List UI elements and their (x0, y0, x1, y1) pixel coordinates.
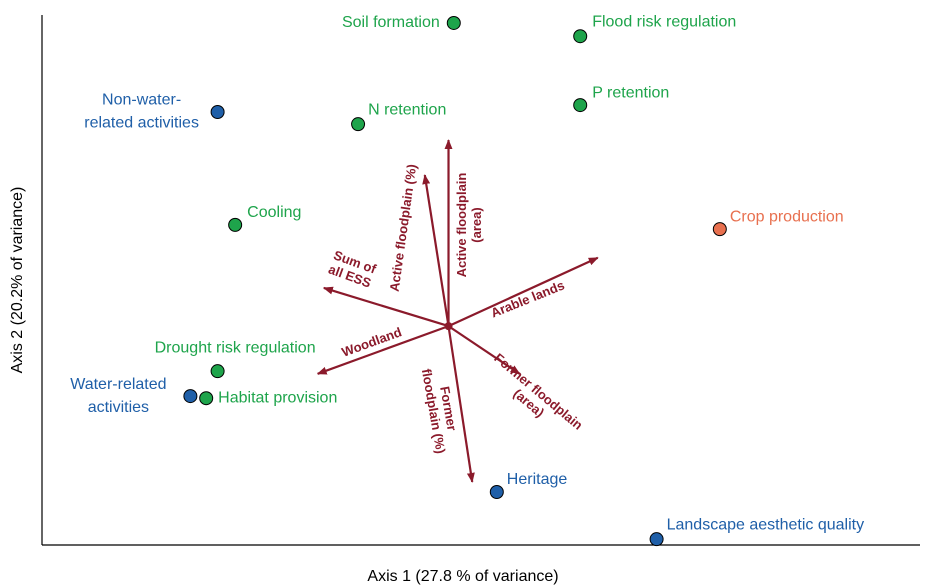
vector (447, 325, 475, 483)
vector-origin (444, 322, 453, 331)
point-label: Landscape aesthetic quality (667, 516, 864, 533)
point-label: Crop production (730, 208, 844, 225)
point (573, 29, 588, 44)
point (228, 217, 243, 232)
vector-label: Former floodplain (491, 350, 585, 433)
vector (448, 256, 599, 328)
point (351, 117, 366, 132)
point-label: P retention (592, 84, 669, 101)
vector (316, 325, 449, 375)
point-label: N retention (368, 101, 446, 118)
y-axis-title: Axis 2 (20.2% of variance) (9, 187, 26, 374)
point-label: Flood risk regulation (592, 13, 736, 30)
point (183, 389, 198, 404)
point (210, 364, 225, 379)
vector (422, 174, 450, 327)
vector (447, 325, 521, 375)
point-label: Habitat provision (218, 389, 337, 406)
vector-label: (area) (469, 207, 484, 242)
point (712, 222, 727, 237)
point-label: Non-water- (102, 92, 181, 109)
vector-label: Active floodplain (454, 173, 469, 278)
point-label: Cooling (247, 204, 301, 221)
vector-label: Arable lands (489, 277, 567, 320)
point (210, 104, 225, 119)
point-label: Drought risk regulation (155, 339, 316, 356)
point-label: related activities (84, 115, 199, 132)
point-label: Soil formation (342, 14, 440, 31)
point (199, 391, 214, 406)
x-axis-title: Axis 1 (27.8 % of variance) (367, 568, 558, 585)
point (446, 15, 461, 30)
point-label: activities (88, 399, 149, 416)
vector (322, 286, 449, 328)
point (573, 98, 588, 113)
point-label: Water-related (70, 376, 166, 393)
point-label: Heritage (507, 471, 568, 488)
point (649, 532, 664, 547)
point (489, 485, 504, 499)
vector-label: Active floodplain (%) (387, 163, 420, 292)
